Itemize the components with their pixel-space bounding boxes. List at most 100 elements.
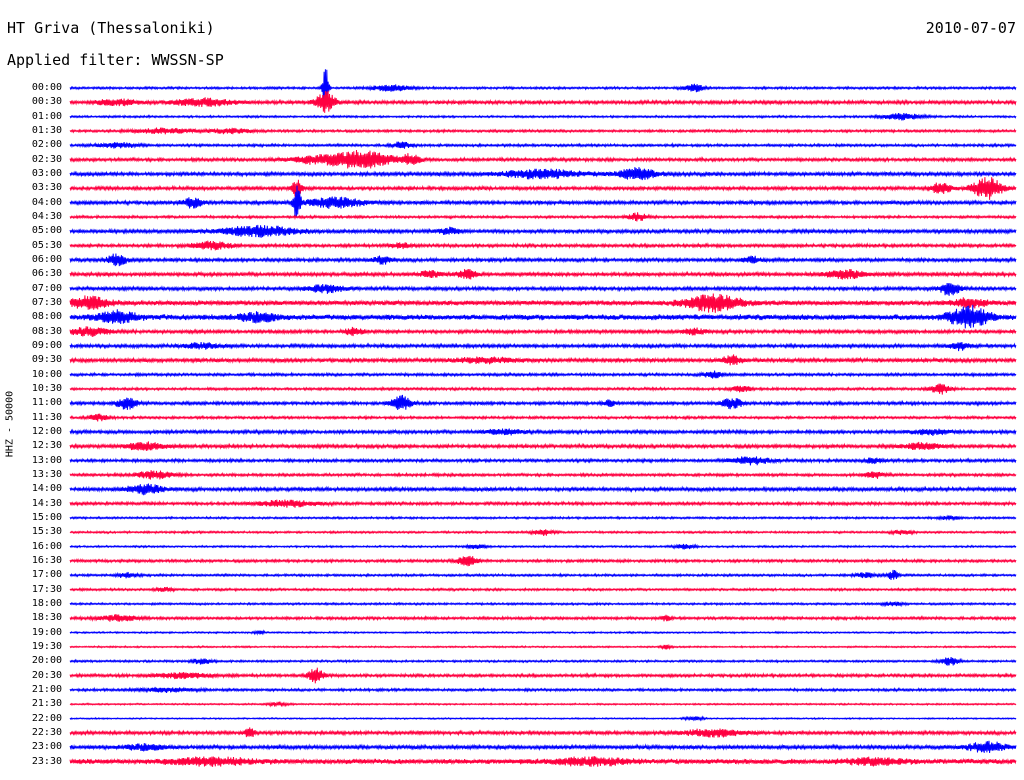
time-label: 20:30 <box>31 669 62 681</box>
trace-row <box>69 740 1017 754</box>
time-label: 15:00 <box>31 511 62 523</box>
time-label: 16:30 <box>31 554 62 566</box>
trace-row <box>69 727 1017 738</box>
time-label: 18:30 <box>31 612 62 624</box>
trace-row <box>69 394 1017 411</box>
trace-row <box>69 629 1017 636</box>
trace-row <box>69 326 1017 337</box>
time-label: 06:00 <box>31 253 62 265</box>
time-label: 04:00 <box>31 196 62 208</box>
time-label: 23:00 <box>31 741 62 753</box>
trace-row <box>69 514 1017 521</box>
trace-row <box>69 470 1017 480</box>
time-label: 10:00 <box>31 368 62 380</box>
trace-row <box>69 586 1017 593</box>
time-label: 04:30 <box>31 210 62 222</box>
trace-row <box>69 701 1017 708</box>
time-label: 21:00 <box>31 683 62 695</box>
trace-row <box>69 293 1017 313</box>
trace-row <box>69 499 1017 508</box>
trace-row <box>69 127 1017 135</box>
trace-row <box>69 428 1017 437</box>
time-label: 05:00 <box>31 225 62 237</box>
trace-row <box>69 253 1017 267</box>
trace-row <box>69 268 1017 280</box>
filter-label: Applied filter: WWSSN-SP <box>7 51 224 69</box>
time-label: 16:00 <box>31 540 62 552</box>
time-label: 19:00 <box>31 626 62 638</box>
trace-row <box>69 413 1017 422</box>
time-label: 13:30 <box>31 468 62 480</box>
time-label: 11:00 <box>31 397 62 409</box>
time-label: 07:00 <box>31 282 62 294</box>
time-label: 01:00 <box>31 110 62 122</box>
time-label: 03:00 <box>31 167 62 179</box>
trace-row <box>69 167 1017 181</box>
trace-row <box>69 715 1017 722</box>
trace-row <box>69 643 1017 651</box>
time-label: 09:30 <box>31 354 62 366</box>
time-label: 08:30 <box>31 325 62 337</box>
trace-row <box>69 112 1017 121</box>
time-label: 12:00 <box>31 425 62 437</box>
trace-row <box>69 600 1017 608</box>
date-label: 2010-07-07 <box>925 19 1016 37</box>
time-label: 08:00 <box>31 311 62 323</box>
trace-row <box>69 304 1017 329</box>
trace-row <box>69 441 1017 451</box>
trace-row <box>69 686 1017 694</box>
time-label: 22:30 <box>31 726 62 738</box>
trace-row <box>69 212 1017 222</box>
station-title: HT Griva (Thessaloniki) <box>7 19 215 37</box>
time-label: 14:00 <box>31 483 62 495</box>
trace-row <box>69 141 1017 149</box>
trace-row <box>69 657 1017 666</box>
trace-row <box>69 69 1017 106</box>
time-label: 06:30 <box>31 268 62 280</box>
time-label: 10:30 <box>31 382 62 394</box>
time-label: 14:30 <box>31 497 62 509</box>
time-label: 19:30 <box>31 640 62 652</box>
trace-row <box>69 667 1017 684</box>
trace-row <box>69 185 1017 218</box>
time-label: 12:30 <box>31 440 62 452</box>
time-label: 11:30 <box>31 411 62 423</box>
trace-row <box>69 240 1017 251</box>
time-label: 17:00 <box>31 569 62 581</box>
trace-row <box>69 555 1017 567</box>
time-label: 00:00 <box>31 82 62 93</box>
trace-row <box>69 90 1017 113</box>
time-label: 02:00 <box>31 139 62 151</box>
time-label: 21:30 <box>31 698 62 710</box>
trace-row <box>69 342 1017 352</box>
trace-row <box>69 543 1017 550</box>
time-label: 01:30 <box>31 124 62 136</box>
trace-row <box>69 456 1017 466</box>
time-label: 05:30 <box>31 239 62 251</box>
time-label: 07:30 <box>31 296 62 308</box>
time-label: 15:30 <box>31 526 62 538</box>
time-label: 09:00 <box>31 339 62 351</box>
trace-row <box>69 528 1017 536</box>
trace-row <box>69 177 1017 200</box>
time-label: 03:30 <box>31 182 62 194</box>
trace-row <box>69 569 1017 581</box>
trace-row <box>69 756 1017 767</box>
trace-row <box>69 383 1017 395</box>
trace-row <box>69 483 1017 496</box>
time-label: 00:30 <box>31 96 62 108</box>
trace-row <box>69 149 1017 169</box>
trace-row <box>69 282 1017 296</box>
time-label: 13:00 <box>31 454 62 466</box>
trace-row <box>69 614 1017 622</box>
time-label: 20:00 <box>31 655 62 667</box>
trace-row <box>69 370 1017 379</box>
trace-row <box>69 354 1017 366</box>
time-label: 02:30 <box>31 153 62 165</box>
time-label: 23:30 <box>31 755 62 767</box>
time-label: 22:00 <box>31 712 62 724</box>
time-label: 18:00 <box>31 597 62 609</box>
time-label: 17:30 <box>31 583 62 595</box>
